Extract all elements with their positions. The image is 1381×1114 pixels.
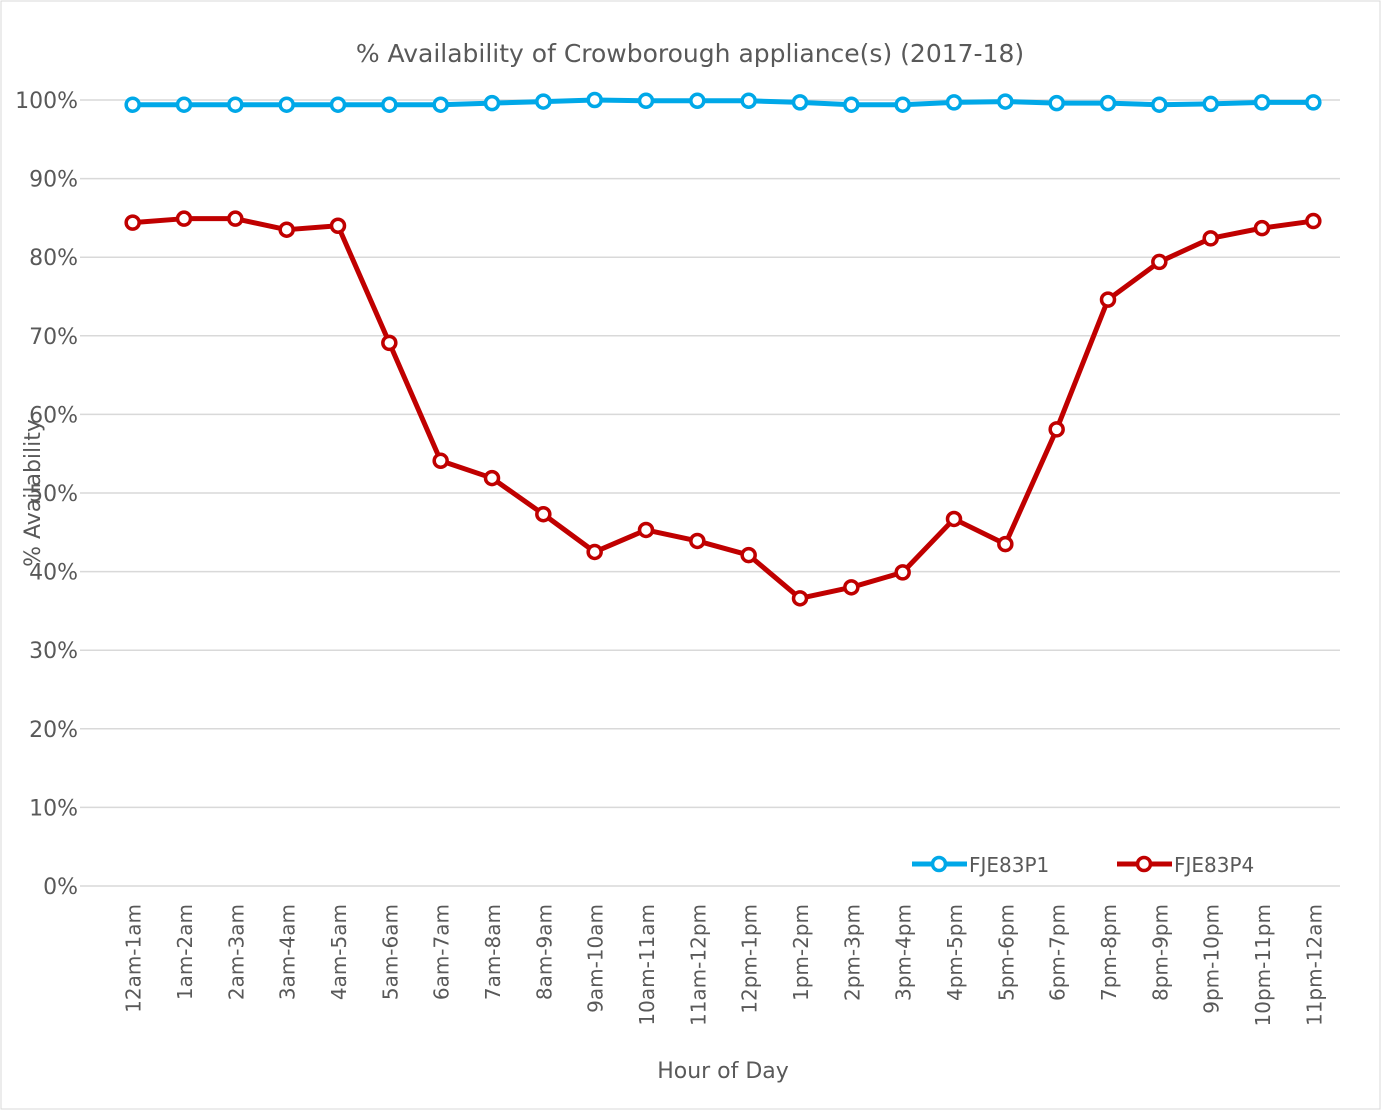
data-point [1253, 219, 1271, 237]
legend-label: FJE83P4 [1174, 853, 1254, 877]
data-point [1151, 253, 1168, 271]
data-point [278, 96, 295, 113]
data-point [227, 96, 244, 113]
y-tick-label: 20% [29, 718, 78, 743]
data-point [894, 564, 911, 581]
x-tick-label: 1pm-2pm [789, 904, 813, 1001]
data-point [329, 96, 347, 113]
x-tick-label: 7am-8am [481, 904, 505, 1000]
legend-marker [930, 855, 948, 873]
data-point [1305, 212, 1322, 230]
y-axis-label: % Availability [21, 419, 46, 567]
data-point [124, 96, 141, 113]
data-point [1151, 96, 1168, 113]
x-tick-label: 11pm-12am [1302, 904, 1326, 1026]
data-point [843, 96, 860, 113]
data-point [689, 92, 706, 110]
chart-title: % Availability of Crowborough appliance(… [356, 39, 1024, 68]
data-point [637, 92, 655, 110]
data-point [483, 94, 501, 112]
data-point [1305, 94, 1322, 111]
y-tick-label: 100% [15, 89, 78, 114]
data-point [175, 210, 193, 227]
x-tick-label: 4am-5am [327, 904, 351, 1000]
data-point [278, 221, 295, 238]
x-tick-label: 12am-1am [122, 904, 146, 1013]
x-tick-label: 10pm-11pm [1251, 904, 1275, 1026]
x-tick-label: 4pm-5pm [943, 904, 967, 1001]
data-point [227, 210, 244, 227]
data-point [843, 579, 860, 596]
y-tick-label: 40% [29, 561, 78, 586]
data-point [791, 590, 809, 607]
x-tick-label: 12pm-1pm [738, 904, 762, 1014]
x-tick-label: 3pm-4pm [892, 904, 916, 1001]
data-point [175, 96, 193, 113]
data-point [329, 217, 347, 235]
x-tick-label: 2am-3am [224, 904, 248, 1000]
x-tick-label: 3am-4am [276, 904, 300, 1000]
data-point [483, 469, 501, 487]
y-tick-label: 50% [29, 482, 78, 507]
data-point [689, 532, 706, 550]
data-point [124, 214, 141, 231]
data-point [535, 93, 552, 110]
data-point [1202, 95, 1219, 113]
data-point [1048, 94, 1065, 112]
data-point [740, 546, 757, 564]
x-tick-label: 10am-11am [635, 904, 659, 1026]
data-point [1048, 421, 1065, 438]
data-point [997, 93, 1014, 110]
y-tick-label: 10% [29, 796, 78, 821]
y-tick-label: 60% [29, 403, 78, 428]
legend-marker [1135, 855, 1153, 873]
x-tick-label: 8pm-9pm [1148, 904, 1172, 1001]
y-tick-label: 90% [29, 168, 78, 193]
x-tick-label: 1am-2am [173, 904, 197, 1000]
data-point [1202, 230, 1219, 247]
data-point [381, 334, 398, 352]
x-axis-label: Hour of Day [657, 1059, 789, 1084]
x-tick-label: 5pm-6pm [994, 904, 1018, 1001]
data-point [381, 96, 398, 113]
data-point [432, 96, 449, 113]
x-tick-label: 5am-6am [378, 904, 402, 1000]
data-point [1099, 94, 1117, 112]
data-point [997, 535, 1014, 553]
x-tick-label: 6pm-7pm [1046, 904, 1070, 1001]
x-tick-label: 7pm-8pm [1097, 904, 1121, 1001]
data-point [945, 94, 963, 111]
data-point [740, 92, 757, 110]
x-tick-label: 2pm-3pm [840, 904, 864, 1001]
data-point [535, 505, 552, 523]
data-point [586, 91, 603, 109]
x-tick-label: 8am-9am [532, 904, 556, 1000]
x-tick-label: 11am-12pm [686, 904, 710, 1026]
x-tick-label: 9pm-10pm [1200, 904, 1224, 1014]
x-tick-label: 9am-10am [584, 904, 608, 1013]
y-tick-label: 0% [43, 875, 78, 900]
legend-label: FJE83P1 [969, 853, 1049, 877]
x-tick-label: 6am-7am [430, 904, 454, 1000]
data-point [791, 94, 809, 111]
series-line [132, 97, 1314, 108]
y-tick-label: 30% [29, 639, 78, 664]
y-tick-label: 70% [29, 325, 78, 350]
data-point [1253, 94, 1271, 111]
data-point [432, 452, 449, 470]
data-point [586, 543, 603, 561]
y-tick-label: 80% [29, 246, 78, 271]
data-point [637, 521, 655, 539]
series-line [132, 216, 1314, 601]
data-point [1099, 291, 1117, 308]
data-point [894, 96, 911, 113]
data-point [945, 510, 963, 528]
